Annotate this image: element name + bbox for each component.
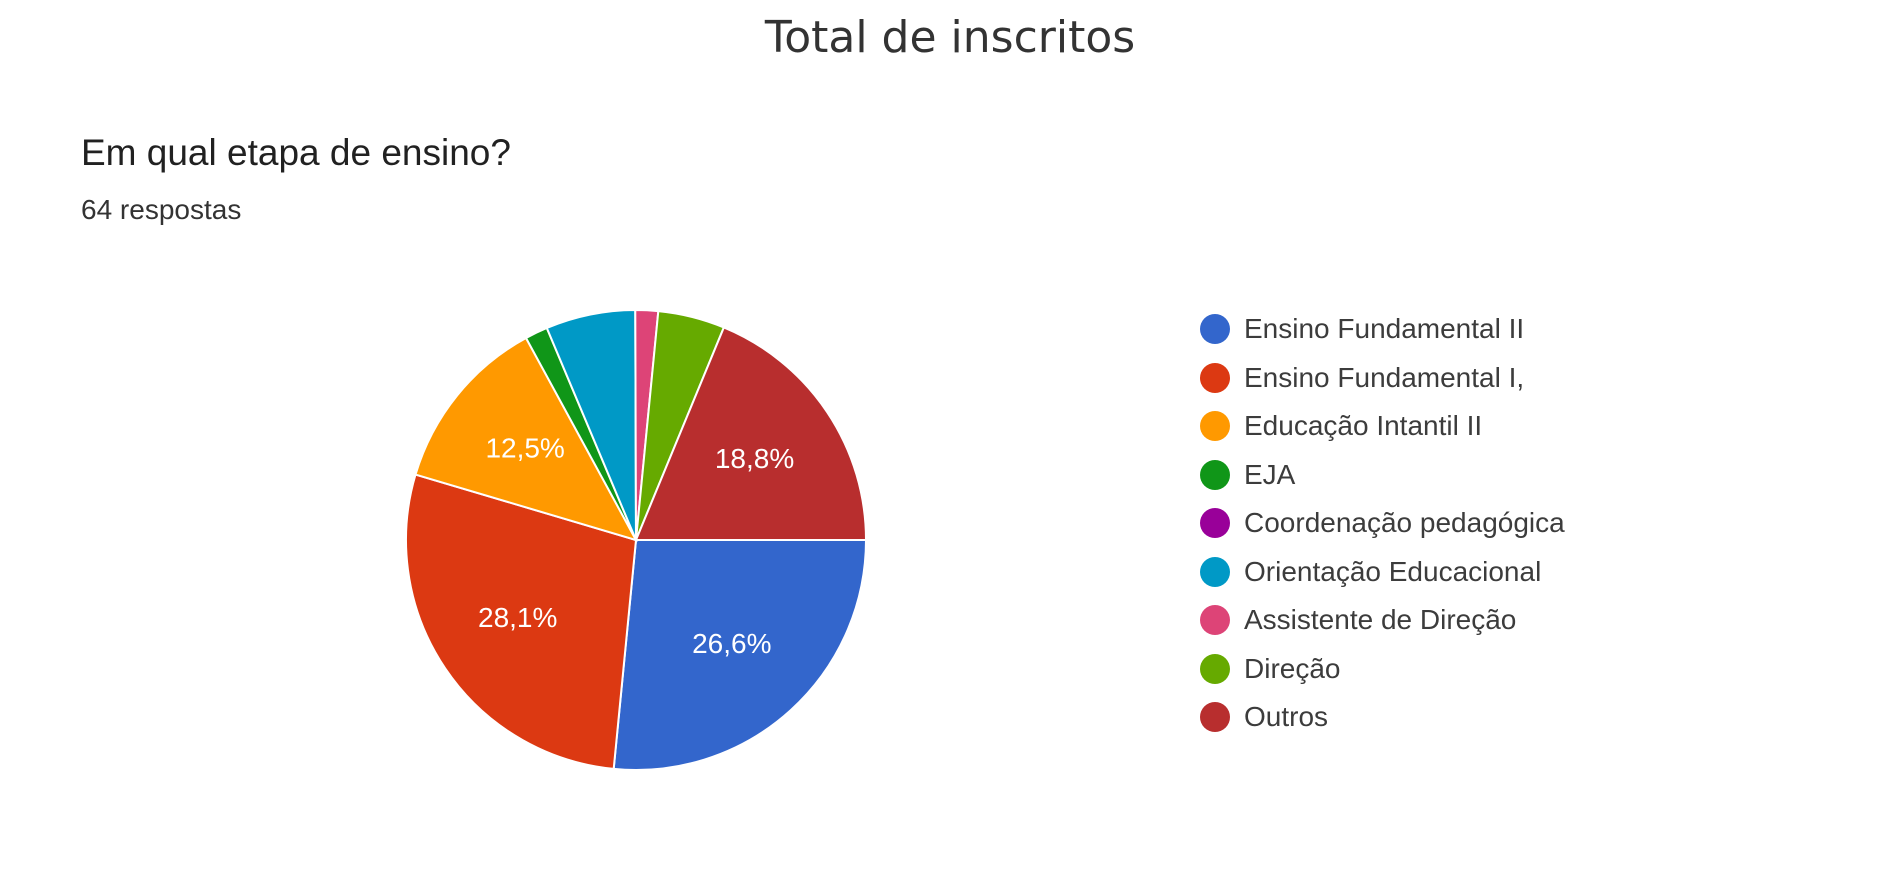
legend-color-dot: [1200, 314, 1230, 345]
legend-label: Educação Intantil II: [1244, 410, 1483, 442]
legend-item: Coordenação pedagógica: [1200, 499, 1565, 548]
legend-label: Coordenação pedagógica: [1244, 507, 1565, 539]
slice-value-label: 12,5%: [485, 433, 564, 464]
legend-label: Ensino Fundamental I,: [1244, 361, 1525, 393]
page-title: Total de inscritos: [764, 12, 1136, 63]
pie-slice-8: [634, 326, 868, 541]
chart-legend: Ensino Fundamental II Ensino Fundamental …: [1200, 305, 1565, 742]
legend-color-dot: [1200, 508, 1230, 539]
pie-slice-1: [405, 473, 638, 771]
legend-color-dot: [1200, 556, 1230, 587]
legend-label: Assistente de Direção: [1244, 604, 1517, 636]
legend-color-dot: [1200, 605, 1230, 636]
legend-color-dot: [1200, 362, 1230, 393]
legend-item: EJA: [1200, 451, 1565, 500]
legend-color-dot: [1200, 702, 1230, 733]
legend-item: Outros: [1200, 693, 1565, 742]
response-count: 64 respostas: [81, 194, 242, 225]
legend-label: Ensino Fundamental II: [1244, 313, 1525, 345]
slice-value-label: 28,1%: [478, 602, 557, 633]
legend-item: Educação Intantil II: [1200, 402, 1565, 451]
legend-label: Direção: [1244, 652, 1341, 684]
legend-label: Orientação Educacional: [1244, 555, 1542, 587]
legend-color-dot: [1200, 459, 1230, 490]
legend-item: Ensino Fundamental II: [1200, 305, 1565, 354]
legend-label: EJA: [1244, 458, 1296, 490]
pie-slice-0: [612, 539, 868, 771]
legend-label: Outros: [1244, 701, 1329, 733]
legend-color-dot: [1200, 411, 1230, 442]
chart-title: Em qual etapa de ensino?: [81, 132, 511, 173]
slice-value-label: 26,6%: [692, 628, 771, 659]
legend-color-dot: [1200, 653, 1230, 684]
legend-item: Assistente de Direção: [1200, 596, 1565, 645]
legend-item: Orientação Educacional: [1200, 548, 1565, 597]
legend-item: Direção: [1200, 645, 1565, 694]
legend-item: Ensino Fundamental I,: [1200, 354, 1565, 403]
slice-value-label: 18,8%: [715, 443, 794, 474]
pie-slice-2: [414, 336, 639, 542]
